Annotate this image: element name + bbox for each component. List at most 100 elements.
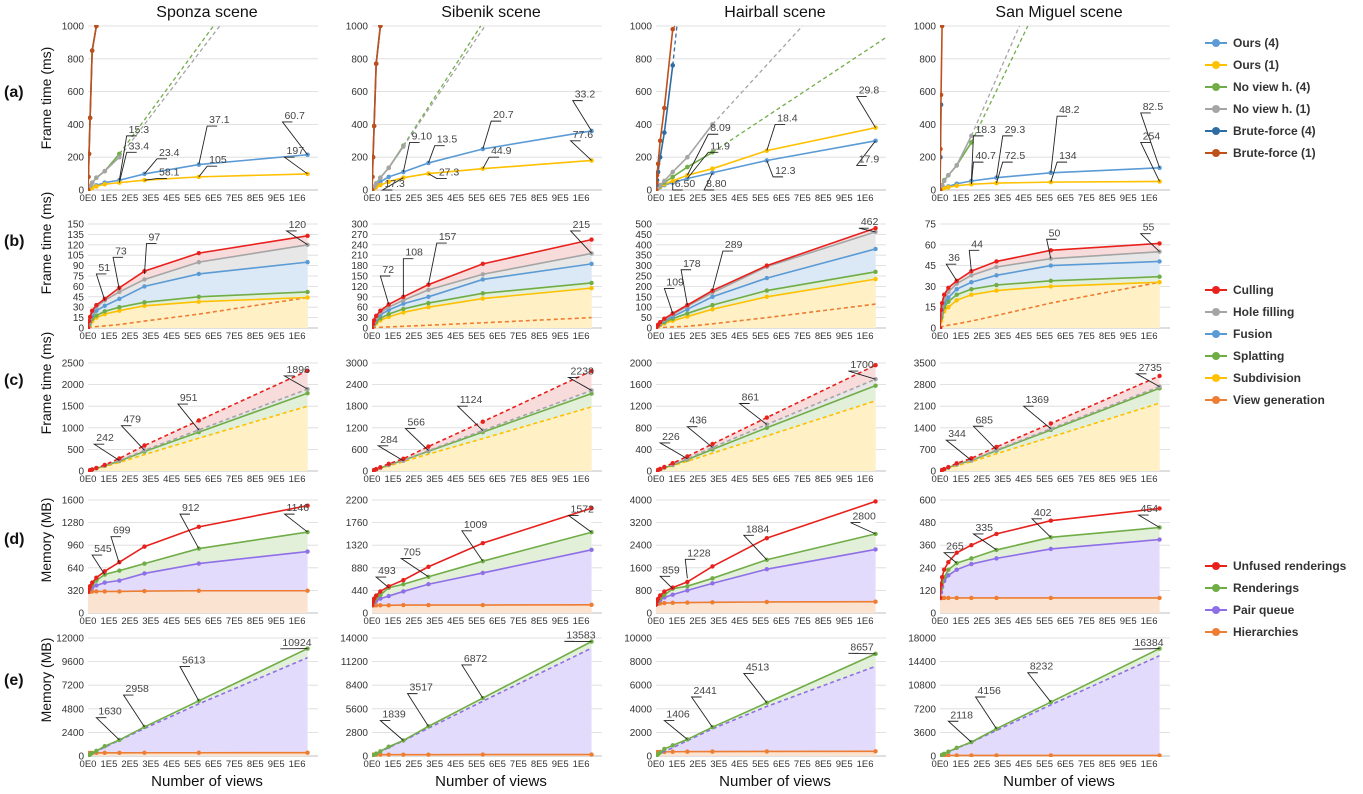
data-point [685, 314, 690, 319]
data-point [873, 276, 878, 282]
x-tick-label: 4E5 [1015, 331, 1032, 342]
data-point [940, 187, 943, 191]
data-point [764, 535, 770, 541]
data-point [946, 299, 951, 304]
data-point [685, 164, 690, 170]
data-point [589, 368, 594, 374]
y-tick-label: 1280 [62, 518, 85, 529]
data-point [372, 187, 375, 191]
x-tick-label: 8E5 [531, 616, 548, 627]
x-tick-label: 0E0 [932, 474, 949, 485]
legend-swatch-dot [1212, 127, 1220, 135]
legend-label: Brute-force (4) [1233, 124, 1316, 138]
callout-line [996, 161, 1013, 184]
y-tick-label: 15 [73, 313, 85, 324]
y-tick-label: 8000 [630, 657, 653, 668]
x-tick-label: 9E5 [836, 616, 853, 627]
data-point [969, 273, 974, 278]
callout-line [380, 177, 404, 191]
y-tick-label: 210 [351, 251, 368, 262]
callout-line [144, 178, 167, 181]
data-label: 1369 [1026, 394, 1050, 406]
y-tick-label: 800 [351, 54, 368, 65]
data-point [480, 570, 486, 576]
y-tick-label: 600 [351, 87, 368, 98]
plot-area [940, 506, 1162, 613]
callout-line [379, 275, 391, 305]
legend-swatch-dot [1212, 39, 1220, 47]
data-point [946, 567, 951, 572]
scene-title-hairball: Hairball scene [724, 4, 826, 21]
callout-line [972, 425, 997, 451]
row-label-e: (e) [4, 672, 24, 689]
y-tick-label: 250 [635, 272, 652, 283]
panel-d-san-miguel-scene: 0 120 240 360 480 600 0E0 1E5 2E5 3E5 4E5 5E5 6E5 7E5… [919, 496, 1170, 627]
data-point [656, 172, 660, 178]
data-point [662, 105, 667, 111]
data-label: 72 [382, 264, 394, 276]
x-label-sponza: Number of views [151, 773, 263, 790]
data-point [994, 288, 999, 293]
data-label: 6.50 [675, 178, 696, 190]
data-point [994, 264, 999, 270]
data-label: 479 [123, 414, 141, 426]
x-tick-label: 6E5 [773, 193, 790, 204]
callout-line [687, 151, 719, 179]
data-point [117, 308, 122, 313]
data-point [89, 48, 95, 53]
data-label: 11.9 [710, 140, 730, 152]
panel-e-hairball-scene: 0 2000 4000 6000 8000 10000 0E0 1E5 2E5 3E5 4E5 5E5… [624, 634, 886, 770]
data-label: 27.3 [439, 167, 460, 179]
x-tick-label: 1E5 [668, 193, 685, 204]
y-tick-label: 1000 [62, 22, 85, 33]
data-point [946, 749, 951, 754]
plot-area [656, 651, 878, 757]
callout-line [1132, 648, 1160, 650]
x-tick-label: 1E5 [668, 616, 685, 627]
callout-line [179, 513, 200, 549]
legend-swatch [1205, 82, 1227, 92]
data-label: 16384 [1134, 637, 1163, 649]
legend-swatch [1205, 38, 1227, 48]
legend-label: Subdivision [1233, 371, 1302, 385]
y-tick-label: 300 [351, 220, 368, 231]
y-tick-label: 30 [925, 282, 937, 293]
y-tick-label: 3000 [346, 359, 369, 370]
callout-line [482, 120, 502, 150]
data-point [662, 130, 667, 135]
y-tick-label: 1000 [914, 22, 937, 33]
data-point [670, 585, 675, 590]
data-label: 859 [662, 564, 680, 576]
legend-swatch-dot [1212, 286, 1220, 294]
x-tick-label: 7E5 [226, 759, 243, 770]
x-tick-label: 6E5 [773, 759, 790, 770]
callout-line [118, 151, 137, 183]
x-tick-label: 6E5 [205, 474, 222, 485]
data-point [710, 564, 715, 569]
x-tick-label: 5E5 [752, 331, 769, 342]
data-point [401, 301, 406, 306]
data-label: 5613 [182, 655, 206, 667]
data-label: 60.7 [284, 110, 305, 122]
data-point [685, 600, 690, 605]
legend-swatch-dot [1212, 396, 1220, 404]
legend-stages: Culling Hole filling Fusion Splatting Subdiv… [1205, 279, 1325, 411]
data-point [1157, 506, 1162, 511]
data-point [117, 589, 122, 594]
x-tick-label: 0E0 [364, 193, 381, 204]
y-tick-label: 2200 [346, 496, 369, 507]
callout-line [379, 720, 404, 741]
callout-line [947, 720, 972, 743]
x-tick-label: 9E5 [1120, 474, 1137, 485]
y-tick-label: 0 [646, 324, 652, 335]
y-tick-label: 7200 [914, 704, 937, 715]
x-tick-label: 7E5 [794, 616, 811, 627]
panel-d-sibenik-scene: 0 440 880 1320 1760 2200 0E0 1E5 2E5 3E5 4E5 5E5 6E5… [346, 496, 602, 627]
data-point [657, 750, 663, 755]
data-point [142, 561, 147, 566]
data-label: 105 [209, 154, 227, 166]
x-tick-label: 5E5 [184, 331, 201, 342]
x-tick-label: 1E5 [100, 474, 117, 485]
y-tick-label: 0 [646, 186, 652, 197]
x-tick-label: 1E5 [952, 193, 969, 204]
